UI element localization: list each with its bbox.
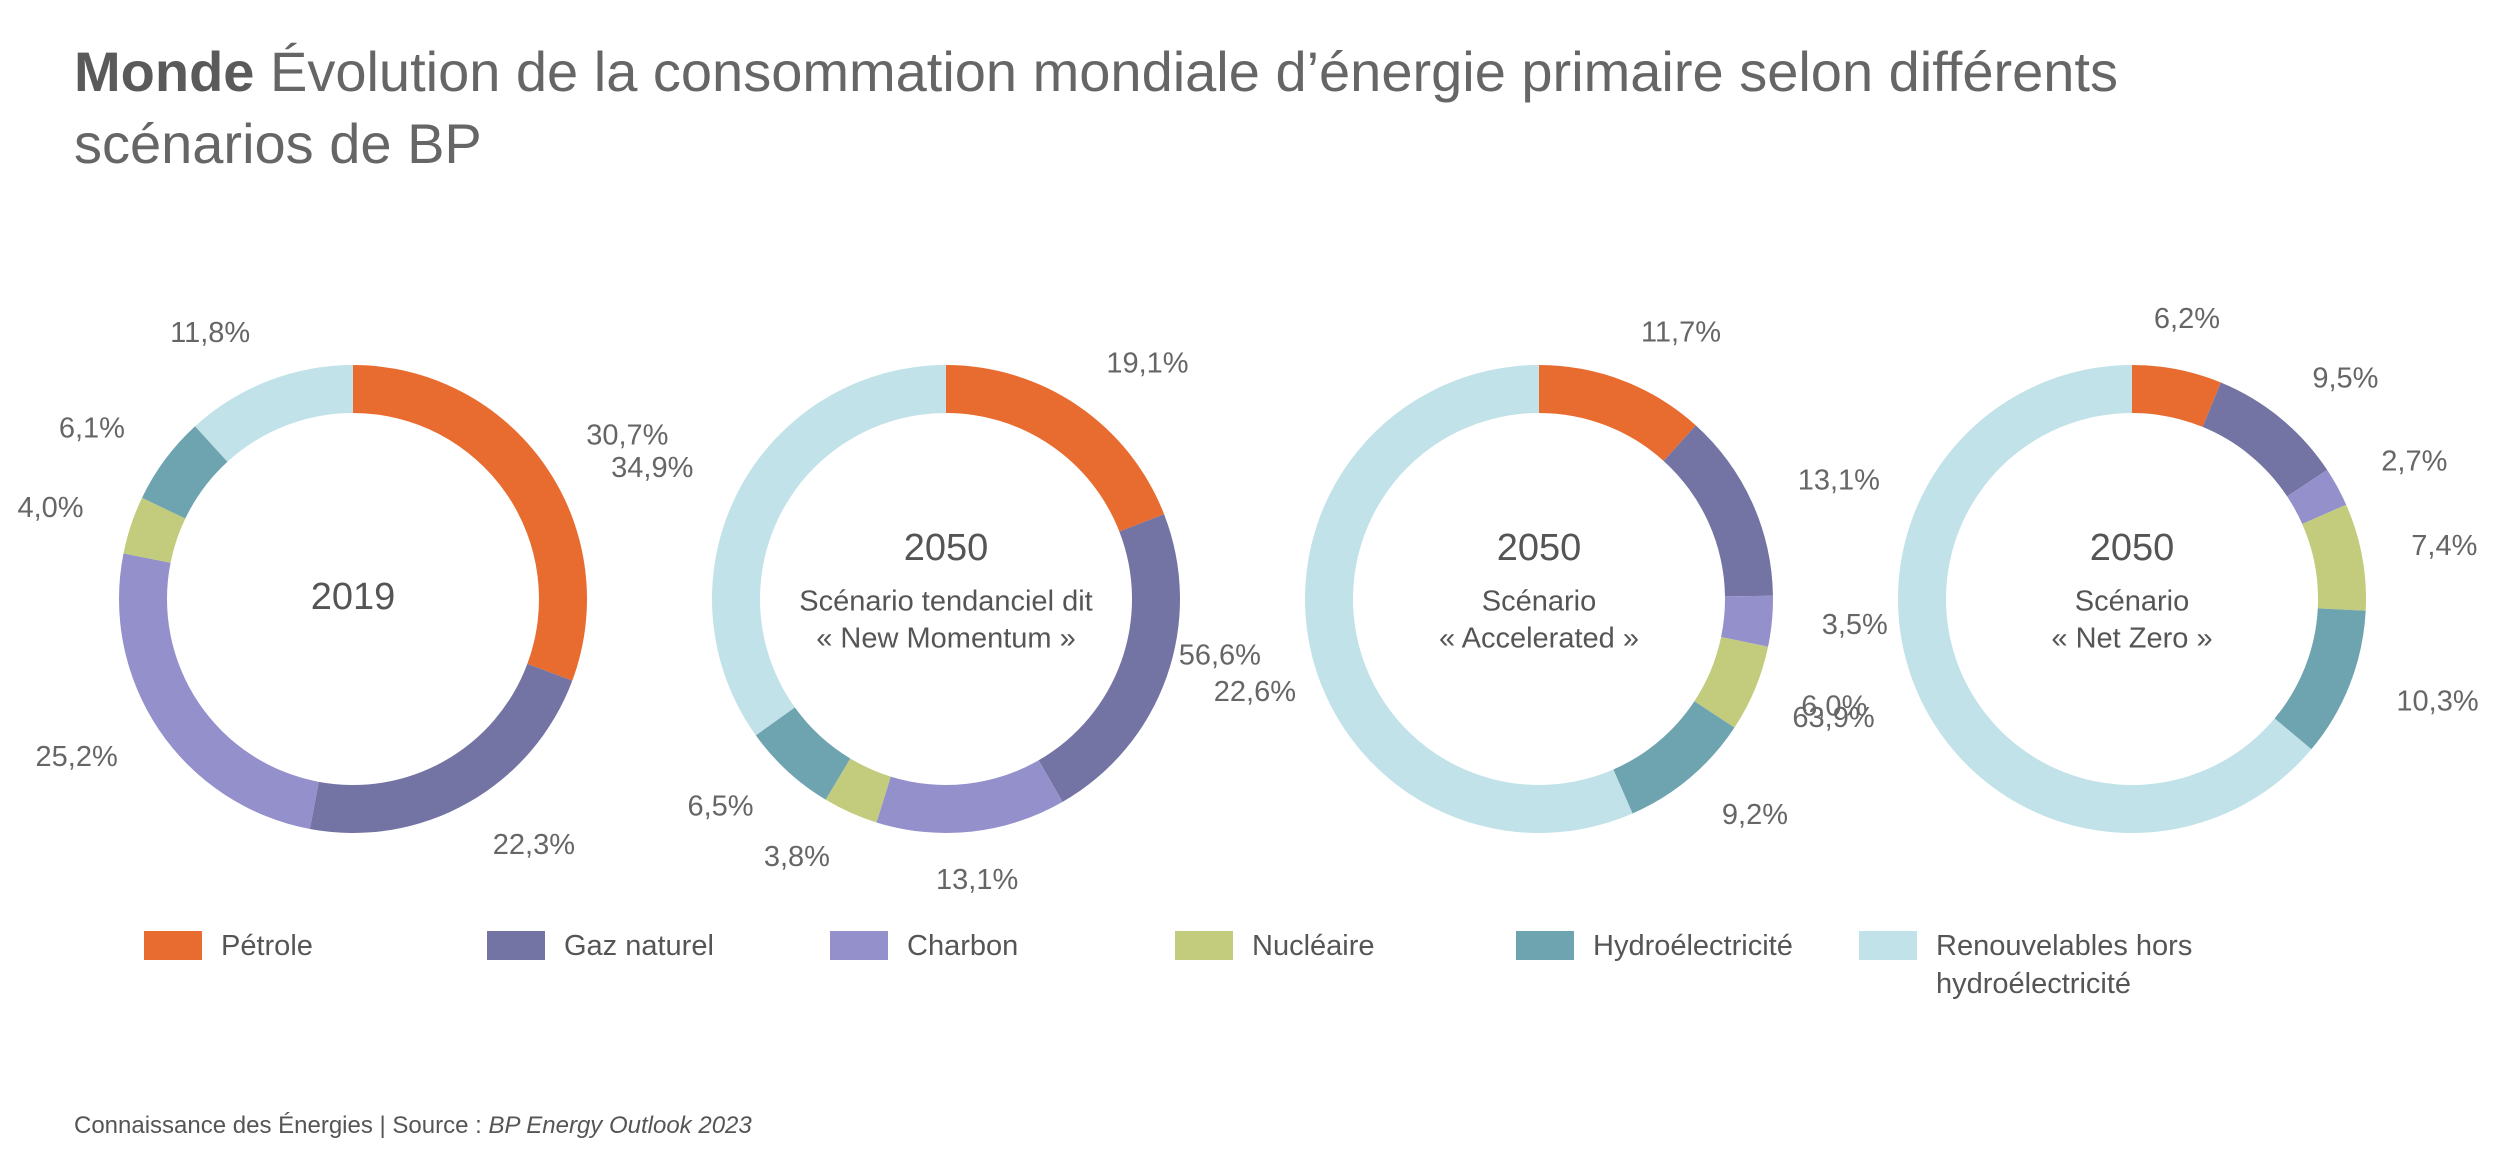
data-label: 19,1% bbox=[1106, 347, 1188, 379]
donut-slice: Nucléaire bbox=[2302, 504, 2366, 611]
center-subtitle: Scénario bbox=[2075, 586, 2189, 618]
donut-slice: Gaz naturel bbox=[2202, 382, 2328, 497]
legend-label: Pétrole bbox=[221, 930, 313, 962]
donut-slice: Pétrole bbox=[2132, 365, 2221, 427]
donut-slice: Charbon bbox=[1721, 595, 1773, 647]
legend-swatch bbox=[487, 931, 545, 960]
donut-slice: Gaz naturel bbox=[1663, 425, 1773, 597]
data-label: 3,5% bbox=[1822, 609, 1888, 641]
data-label: 22,6% bbox=[1214, 676, 1296, 708]
donut-slice: Charbon bbox=[119, 553, 319, 829]
data-label: 6,0% bbox=[1801, 691, 1867, 723]
data-label: 6,5% bbox=[687, 791, 753, 823]
data-label: 11,8% bbox=[170, 317, 250, 349]
donut-slice: Hydroélectricité bbox=[1613, 701, 1735, 814]
data-label: 9,2% bbox=[1722, 799, 1788, 831]
title-text: Évolution de la consommation mondiale d’… bbox=[74, 40, 2118, 175]
donut-slice: Hydroélectricité bbox=[755, 707, 851, 800]
data-label: 34,9% bbox=[611, 452, 693, 484]
donut-slice: Nucléaire bbox=[123, 497, 186, 563]
center-title: 2019 bbox=[311, 576, 396, 618]
source-italic: BP Energy Outlook 2023 bbox=[488, 1112, 752, 1139]
source: Connaissance des Énergies | Source : BP … bbox=[74, 1112, 752, 1140]
donut-slice: Nucléaire bbox=[825, 758, 891, 823]
title-bold: Monde bbox=[74, 40, 255, 103]
donut-slice: Hydroélectricité bbox=[142, 426, 228, 519]
data-label: 25,2% bbox=[36, 741, 118, 773]
donut-slice: Renouvelables hors hydroélectricité bbox=[195, 365, 353, 462]
legend-label: Gaz naturel bbox=[564, 930, 714, 962]
donut-slice: Charbon bbox=[876, 760, 1063, 833]
donut-slice: Hydroélectricité bbox=[2274, 608, 2366, 750]
data-label: 63,9% bbox=[1792, 702, 1874, 734]
donut-slice: Pétrole bbox=[946, 365, 1165, 532]
donut-slice: Nucléaire bbox=[1694, 636, 1769, 728]
donut-slice: Renouvelables hors hydroélectricité bbox=[1898, 365, 2312, 833]
data-label: 13,1% bbox=[936, 864, 1018, 896]
center-title: 2050 bbox=[1497, 527, 1582, 569]
center-subtitle: Scénario tendanciel dit bbox=[799, 586, 1092, 618]
center-title: 2050 bbox=[904, 527, 989, 569]
legend-swatch bbox=[144, 931, 202, 960]
donut-slice: Renouvelables hors hydroélectricité bbox=[711, 365, 946, 736]
legend-label: Charbon bbox=[907, 930, 1019, 962]
data-label: 3,8% bbox=[764, 841, 830, 873]
source-text: Connaissance des Énergies | Source : bbox=[74, 1112, 489, 1139]
data-label: 9,5% bbox=[2312, 362, 2378, 394]
data-label: 10,3% bbox=[2396, 685, 2478, 717]
legend-label: Nucléaire bbox=[1252, 930, 1375, 962]
data-label: 6,1% bbox=[59, 412, 125, 444]
legend-swatch bbox=[1516, 931, 1574, 960]
center-subtitle: « Net Zero » bbox=[2051, 623, 2212, 655]
legend-swatch bbox=[830, 931, 888, 960]
center-subtitle: « New Momentum » bbox=[816, 623, 1076, 655]
data-label: 2,7% bbox=[2381, 446, 2447, 478]
donut-slice: Gaz naturel bbox=[309, 663, 573, 833]
donut-slice: Pétrole bbox=[1539, 365, 1696, 461]
center-subtitle: Scénario bbox=[1482, 586, 1596, 618]
donut-slice: Renouvelables hors hydroélectricité bbox=[1305, 365, 1633, 833]
legend-swatch bbox=[1859, 931, 1917, 960]
data-label: 22,3% bbox=[493, 829, 575, 861]
center-title: 2050 bbox=[2090, 527, 2175, 569]
title: Monde Évolution de la consommation mondi… bbox=[74, 36, 2314, 180]
data-label: 13,1% bbox=[1798, 464, 1880, 496]
data-label: 6,2% bbox=[2154, 303, 2220, 335]
data-label: 11,7% bbox=[1641, 317, 1721, 349]
legend-label: Renouvelables hors hydroélectricité bbox=[1936, 930, 2193, 1000]
center-subtitle: « Accelerated » bbox=[1439, 623, 1639, 655]
data-label: 4,0% bbox=[17, 492, 83, 524]
data-label: 30,7% bbox=[586, 420, 668, 452]
legend-swatch bbox=[1175, 931, 1233, 960]
donut-slice: Gaz naturel bbox=[1038, 514, 1180, 802]
data-label: 56,6% bbox=[1179, 640, 1261, 672]
data-label: 7,4% bbox=[2411, 530, 2477, 562]
donut-slice: Charbon bbox=[2287, 469, 2347, 525]
donut-slice: Pétrole bbox=[353, 365, 587, 681]
legend-label: Hydroélectricité bbox=[1593, 930, 1793, 962]
